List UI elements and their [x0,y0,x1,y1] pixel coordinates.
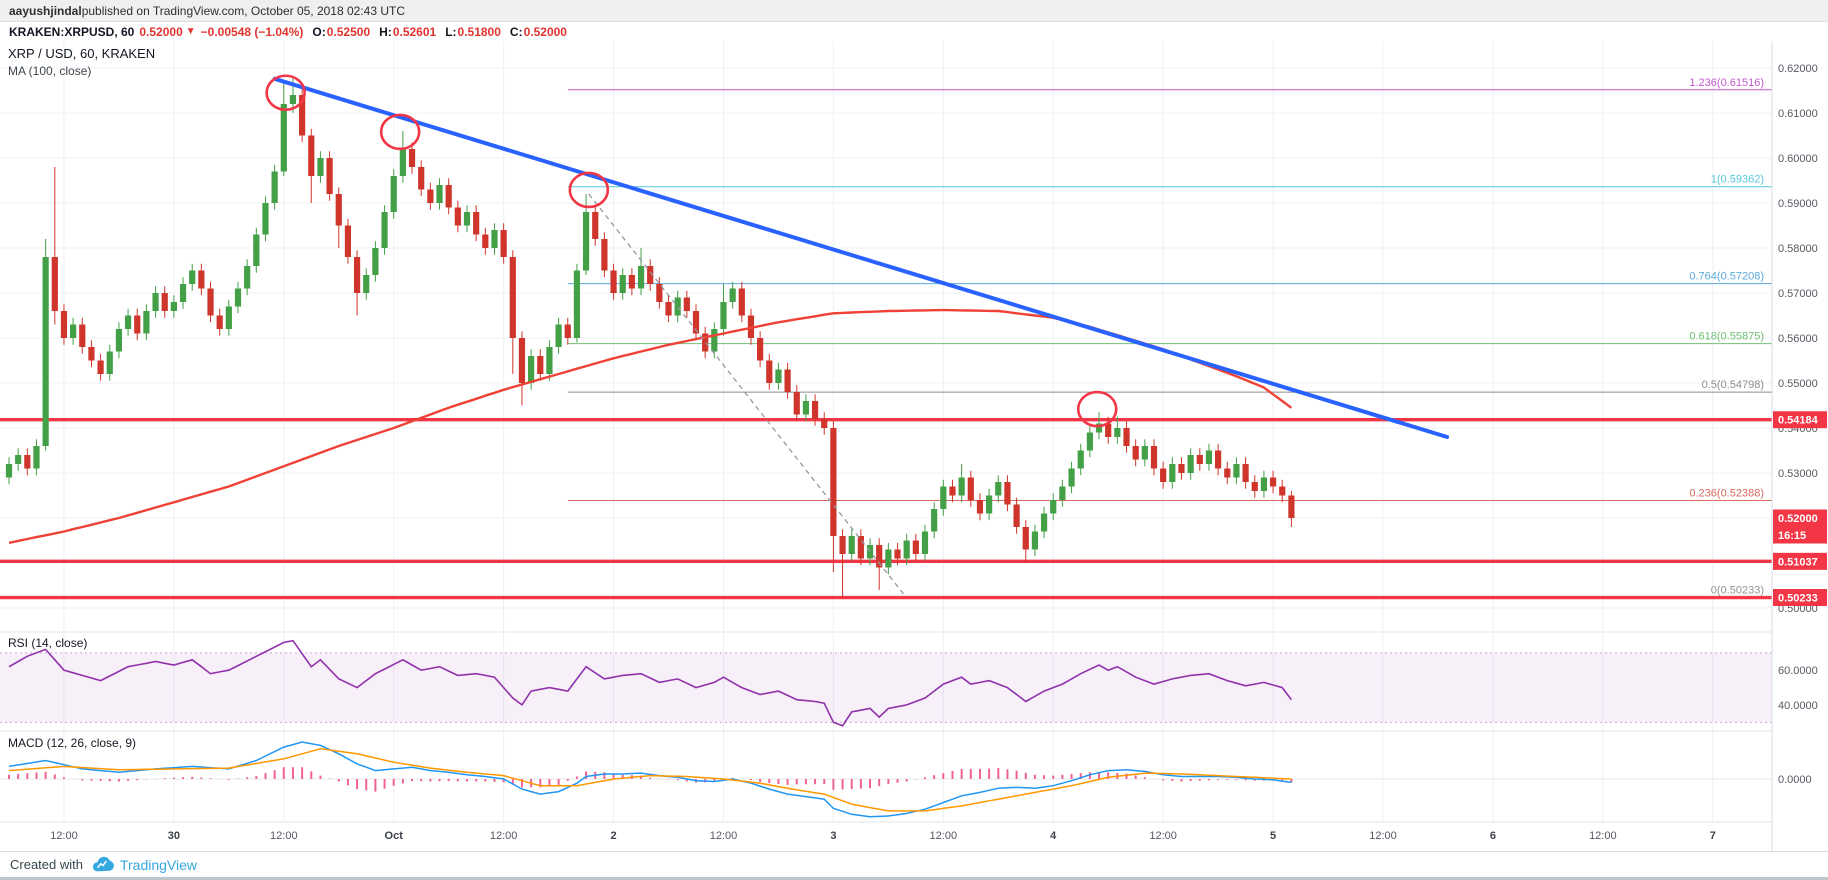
time-tick: 12:00 [270,830,298,842]
price-change: −0.00548 (−1.04%) [200,24,304,39]
price-badge [1773,509,1827,527]
last-price: 0.52000 [139,24,183,39]
low-value: 0.51800 [457,24,501,39]
time-tick: 4 [1050,830,1057,842]
fib-label: 1.236(0.61516) [1689,77,1764,89]
fib-label: 1(0.59362) [1711,174,1764,186]
time-tick: 2 [610,830,616,842]
time-tick: 12:00 [1589,830,1617,842]
open-value: 0.52500 [326,24,371,39]
price-tick: 0.62000 [1778,63,1818,75]
dashed-trendline [588,193,905,595]
down-arrow-icon: ▼ [185,26,196,37]
fib-label: 0(0.50233) [1711,585,1764,597]
svg-text:0.52000: 0.52000 [1778,513,1818,525]
time-tick: 5 [1270,830,1276,842]
macd-zero-tick: 0.0000 [1778,774,1812,786]
grid [0,41,1772,822]
time-tick: 12:00 [930,830,958,842]
time-tick: Oct [385,830,404,842]
footer-bar: Created with TradingView [0,851,1828,880]
chart-background [0,41,1828,851]
attribution-bar: aayushjindal published on TradingView.co… [0,0,1828,22]
price-badge [1773,552,1827,570]
price-tick: 0.60000 [1778,153,1818,165]
price-tick: 0.61000 [1778,108,1818,120]
fib-retracement: 1.236(0.61516) 1(0.59362) 0.764(0.57208) 0.… [567,77,1772,599]
rsi-tick: 60.0000 [1778,665,1818,677]
time-tick: 12:00 [710,830,738,842]
annotation-circle [568,171,610,209]
annotation-circle [379,113,421,151]
annotation-circle [1076,390,1118,428]
price-tick: 0.56000 [1778,333,1818,345]
legend-rsi[interactable]: RSI (14, close) [8,636,88,650]
price-axis[interactable]: 0.62000 0.61000 0.60000 0.59000 0.58000 0.570… [1771,41,1828,851]
macd-signal-line [8,748,1292,812]
svg-text:0.54184: 0.54184 [1778,415,1819,427]
attribution-text: published on TradingView.com, October 05… [81,3,406,18]
trendline [272,76,1450,439]
svg-text:16:15: 16:15 [1778,530,1806,542]
time-tick: 12:00 [50,830,78,842]
price-tick: 0.55000 [1778,378,1818,390]
price-badge [1773,589,1827,607]
rsi-band [0,652,1772,723]
macd-pane [0,741,1772,818]
author-name: aayushjindal [9,3,82,18]
time-tick: 12:00 [1149,830,1177,842]
rsi-pane [0,639,1772,727]
price-badge [1773,411,1827,429]
legend-ma[interactable]: MA (100, close) [8,64,92,78]
created-with-text: Created with [10,857,83,872]
countdown-badge [1773,526,1827,544]
time-tick: 7 [1710,830,1716,842]
rsi-tick: 40.0000 [1778,700,1818,712]
chart-canvas[interactable]: 1.236(0.61516) 1(0.59362) 0.764(0.57208) 0.… [0,0,1828,851]
svg-text:0.51037: 0.51037 [1778,556,1818,568]
symbol-info-bar: KRAKEN:XRPUSD, 60 0.52000 ▼ −0.00548 (−1… [0,22,1828,41]
fib-label: 0.618(0.55875) [1689,331,1764,343]
high-label: H: [379,24,392,39]
time-tick: 3 [830,830,836,842]
fib-label: 0.236(0.52388) [1689,488,1764,500]
time-axis[interactable]: 12:00 30 12:00 Oct 12:00 2 12:00 3 12:00 4 12:00 5 1… [50,830,1716,842]
close-label: C: [509,24,523,39]
svg-text:0.50233: 0.50233 [1778,593,1818,605]
rsi-line [8,639,1293,727]
annotation-circle [265,74,306,112]
legend-symbol[interactable]: XRP / USD, 60, KRAKEN [8,46,156,61]
high-value: 0.52601 [392,24,437,39]
annotation-circles [265,74,1118,428]
time-tick: 12:00 [1369,830,1397,842]
time-tick: 30 [168,830,180,842]
price-tick: 0.59000 [1778,198,1818,210]
low-label: L: [445,24,457,39]
time-tick: 6 [1490,830,1496,842]
time-tick: 12:00 [490,830,518,842]
close-value: 0.52000 [523,24,567,39]
price-tick: 0.53000 [1778,468,1818,480]
tradingview-logo-icon[interactable] [91,854,115,876]
legend-macd[interactable]: MACD (12, 26, close, 9) [8,736,137,750]
symbol-interval: KRAKEN:XRPUSD, 60 [9,24,135,39]
fib-label: 0.5(0.54798) [1702,379,1764,391]
tradingview-brand[interactable]: TradingView [119,856,198,873]
price-tick: 0.57000 [1778,288,1818,300]
open-label: O: [312,24,326,39]
price-tick: 0.58000 [1778,243,1818,255]
fib-label: 0.764(0.57208) [1689,271,1764,283]
